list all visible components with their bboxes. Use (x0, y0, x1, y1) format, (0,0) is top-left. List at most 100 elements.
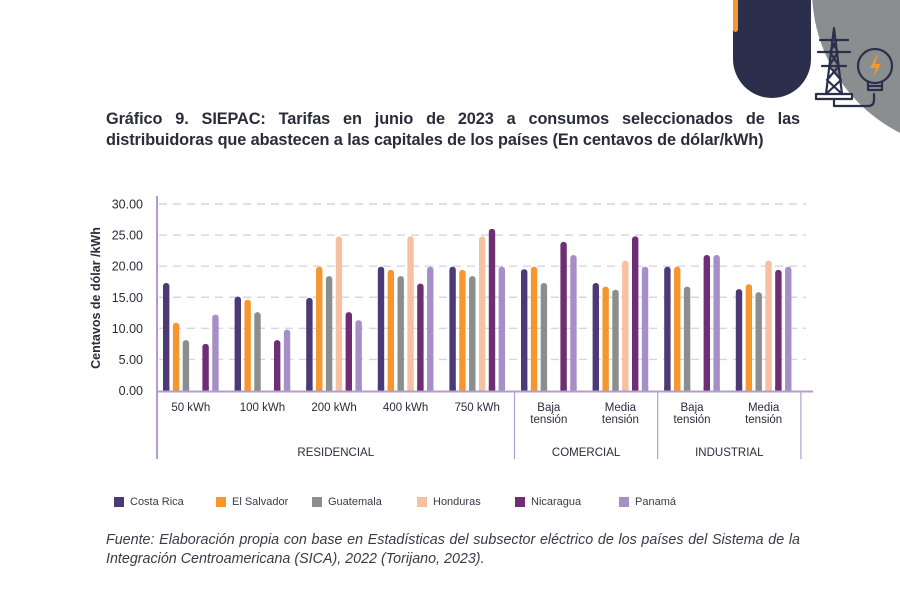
bar-nicaragua (703, 254, 710, 392)
bar-honduras (407, 236, 414, 392)
x-tick-label: tensión (530, 414, 567, 426)
group-label: INDUSTRIAL (695, 447, 764, 459)
group-label: RESIDENCIAL (297, 447, 374, 459)
bar-base (735, 386, 743, 392)
bar-honduras (335, 236, 343, 392)
bar-base (713, 386, 720, 392)
x-tick-label: 50 kWh (171, 402, 210, 414)
bar-base (202, 386, 209, 392)
legend-label: Panamá (635, 496, 676, 508)
bar-base (345, 386, 352, 392)
bar-guatemala (755, 292, 762, 392)
source-note: Fuente: Elaboración propia con base en E… (106, 532, 800, 567)
legend-item: El Salvador (216, 496, 288, 508)
bar-costa-rica (592, 282, 599, 392)
bar-guatemala (325, 276, 333, 392)
legend-label: El Salvador (232, 496, 289, 508)
bar-nicaragua (202, 343, 209, 392)
x-tick-label: 100 kWh (240, 402, 285, 414)
bar-base (592, 386, 599, 392)
bar-base (234, 386, 241, 392)
legend-label: Guatemala (328, 496, 382, 508)
bar-nicaragua (417, 283, 424, 392)
bar-guatemala (469, 276, 476, 392)
bar-base (478, 386, 486, 392)
bar-nicaragua (560, 241, 567, 392)
bar-base (387, 386, 395, 392)
bar-base (498, 386, 506, 392)
bar-base (530, 386, 538, 392)
bar-costa-rica (163, 282, 170, 392)
bar-base (163, 386, 170, 392)
legend-item: Guatemala (312, 496, 382, 508)
bar-base (306, 386, 313, 392)
legend-swatch (515, 497, 525, 507)
bar-base (674, 386, 681, 392)
bar-panama (641, 266, 649, 392)
bar-panama (212, 314, 219, 392)
bar-base (417, 386, 424, 392)
bar-costa-rica (234, 296, 241, 392)
bar-panama (785, 266, 792, 392)
bar-honduras (622, 260, 629, 392)
bar-honduras (765, 260, 772, 392)
x-tick-label: 400 kWh (383, 402, 428, 414)
bar-base (755, 386, 762, 392)
legend-label: Honduras (433, 496, 481, 508)
y-tick-label: 5.00 (119, 353, 143, 367)
bar-base (765, 386, 772, 392)
x-tick-label: 750 kWh (455, 402, 500, 414)
bar-base (641, 386, 649, 392)
legend-swatch (216, 497, 226, 507)
bar-base (459, 386, 466, 392)
bar-base (540, 386, 548, 392)
bar-panama (283, 329, 291, 392)
bar-base (775, 386, 782, 392)
bar-base (632, 386, 639, 392)
bar-costa-rica (521, 269, 528, 392)
chart-title: Gráfico 9. SIEPAC: Tarifas en junio de 2… (106, 110, 800, 149)
x-tick-label: Media (605, 402, 637, 414)
bar-costa-rica (449, 266, 456, 392)
bar-guatemala (182, 340, 190, 392)
bar-costa-rica (377, 266, 385, 392)
y-tick-label: 0.00 (119, 384, 143, 398)
x-tick-label: Baja (537, 402, 561, 414)
bar-base (612, 386, 619, 392)
legend-swatch (312, 497, 322, 507)
bar-base (254, 386, 261, 392)
bar-guatemala (612, 289, 619, 392)
bar-base (602, 386, 609, 392)
bar-el-salvador (530, 266, 538, 392)
legend-item: Panamá (619, 496, 676, 508)
bar-guatemala (397, 276, 404, 392)
bar-base (274, 386, 281, 392)
bar-guatemala (683, 286, 691, 392)
x-tick-label: 200 kWh (311, 402, 356, 414)
bar-base (355, 386, 362, 392)
bar-base (488, 386, 496, 392)
bar-base (407, 386, 414, 392)
bar-base (570, 386, 577, 392)
bar-base (683, 386, 691, 392)
group-label: COMERCIAL (552, 447, 621, 459)
bar-base (560, 386, 567, 392)
legend-swatch (114, 497, 124, 507)
bar-costa-rica (664, 266, 671, 392)
bar-el-salvador (244, 299, 251, 392)
bar-base (325, 386, 333, 392)
bar-base (745, 386, 753, 392)
bar-base (172, 386, 180, 392)
legend-item: Costa Rica (114, 496, 184, 508)
x-tick-label: Baja (681, 402, 705, 414)
bar-base (469, 386, 476, 392)
legend-swatch (417, 497, 427, 507)
y-tick-label: 10.00 (112, 322, 143, 336)
bar-guatemala (254, 312, 261, 392)
legend-label: Costa Rica (130, 496, 184, 508)
bar-nicaragua (345, 312, 352, 392)
bar-base (283, 386, 291, 392)
bar-el-salvador (745, 284, 753, 392)
bar-nicaragua (632, 236, 639, 392)
x-tick-label: tensión (673, 414, 710, 426)
